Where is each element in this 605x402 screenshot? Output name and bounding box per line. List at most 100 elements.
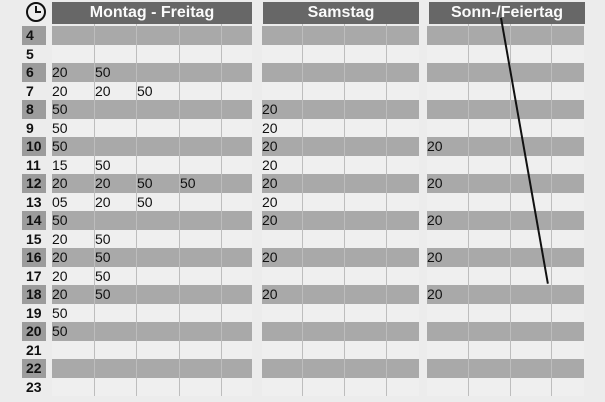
row-band xyxy=(52,137,252,156)
column-line xyxy=(221,24,222,396)
row-band xyxy=(427,192,584,211)
row-band xyxy=(52,81,252,100)
column-line xyxy=(551,24,552,396)
row-band xyxy=(262,155,419,174)
saturday-minute: 20 xyxy=(262,212,278,228)
weekday-minute: 20 xyxy=(52,175,68,191)
weekday-minute: 50 xyxy=(95,267,111,284)
hour-row: 23 xyxy=(0,377,605,396)
hour-row: 15 20 50 xyxy=(0,229,605,248)
row-band xyxy=(52,322,252,341)
row-band xyxy=(262,322,419,341)
hour-row: 16 20 50 20 20 xyxy=(0,248,605,267)
row-band xyxy=(427,118,584,137)
column-line xyxy=(510,24,511,396)
row-band xyxy=(262,340,419,359)
row-band xyxy=(427,155,584,174)
row-band xyxy=(262,303,419,322)
row-band xyxy=(427,229,584,248)
hour-label: 10 xyxy=(22,137,46,156)
sunday-minute: 20 xyxy=(427,212,443,228)
weekday-minute: 50 xyxy=(95,64,111,80)
hour-row: 9 50 20 xyxy=(0,118,605,137)
weekday-minute: 50 xyxy=(52,119,68,136)
weekday-minute: 50 xyxy=(52,304,68,321)
row-band xyxy=(427,322,584,341)
hour-label: 15 xyxy=(26,230,42,247)
hour-row: 19 50 xyxy=(0,303,605,322)
row-band xyxy=(262,26,419,45)
row-band xyxy=(262,285,419,304)
saturday-minute: 20 xyxy=(262,156,278,173)
row-band xyxy=(262,174,419,193)
row-band xyxy=(427,359,584,378)
hour-label: 7 xyxy=(26,82,34,99)
weekday-minute: 50 xyxy=(95,156,111,173)
hour-row: 10 50 20 20 xyxy=(0,137,605,156)
hour-row: 4 xyxy=(0,26,605,45)
weekday-minute: 50 xyxy=(137,175,153,191)
row-band xyxy=(52,248,252,267)
hour-label: 8 xyxy=(22,100,46,119)
column-line xyxy=(302,24,303,396)
row-band xyxy=(52,377,252,396)
hour-label: 12 xyxy=(22,174,46,193)
row-band xyxy=(427,303,584,322)
hour-row: 22 xyxy=(0,359,605,378)
saturday-minute: 20 xyxy=(262,101,278,117)
weekday-minute: 50 xyxy=(180,175,196,191)
row-band xyxy=(262,248,419,267)
weekday-minute: 05 xyxy=(52,193,68,210)
row-band xyxy=(52,285,252,304)
weekday-minute: 50 xyxy=(137,193,153,210)
saturday-minute: 20 xyxy=(262,175,278,191)
row-band xyxy=(427,211,584,230)
hour-label: 5 xyxy=(26,45,34,62)
weekday-minute: 50 xyxy=(95,230,111,247)
row-band xyxy=(52,340,252,359)
row-band xyxy=(427,137,584,156)
row-band xyxy=(427,340,584,359)
row-band xyxy=(52,359,252,378)
weekday-minute: 50 xyxy=(137,82,153,99)
sunday-minute: 20 xyxy=(427,286,443,302)
weekday-minute: 20 xyxy=(52,286,68,302)
row-band xyxy=(262,63,419,82)
row-band xyxy=(427,174,584,193)
hour-row: 11 15 50 20 xyxy=(0,155,605,174)
hour-row: 7 20 20 50 xyxy=(0,81,605,100)
row-band xyxy=(262,137,419,156)
column-line xyxy=(344,24,345,396)
row-band xyxy=(52,26,252,45)
hour-label: 14 xyxy=(22,211,46,230)
row-band xyxy=(427,248,584,267)
hour-label: 17 xyxy=(26,267,42,284)
column-line xyxy=(94,24,95,396)
sunday-minute: 20 xyxy=(427,138,443,154)
row-band xyxy=(262,377,419,396)
clock-icon xyxy=(26,2,46,22)
weekday-minute: 20 xyxy=(95,175,111,191)
header-saturday: Samstag xyxy=(263,2,419,24)
row-band xyxy=(427,100,584,119)
weekday-minute: 50 xyxy=(52,138,68,154)
hour-label: 21 xyxy=(26,341,42,358)
hour-row: 13 05 20 50 20 xyxy=(0,192,605,211)
hour-label: 18 xyxy=(22,285,46,304)
weekday-minute: 15 xyxy=(52,156,68,173)
hour-row: 14 50 20 20 xyxy=(0,211,605,230)
weekday-minute: 20 xyxy=(95,193,111,210)
hour-label: 23 xyxy=(26,378,42,395)
row-band xyxy=(52,63,252,82)
row-band xyxy=(52,211,252,230)
hour-label: 4 xyxy=(22,26,46,45)
row-band xyxy=(52,229,252,248)
saturday-minute: 20 xyxy=(262,286,278,302)
row-band xyxy=(427,377,584,396)
weekday-minute: 50 xyxy=(52,212,68,228)
weekday-minute: 50 xyxy=(52,323,68,339)
column-line xyxy=(468,24,469,396)
row-band xyxy=(427,26,584,45)
row-band xyxy=(262,266,419,285)
row-band xyxy=(52,303,252,322)
